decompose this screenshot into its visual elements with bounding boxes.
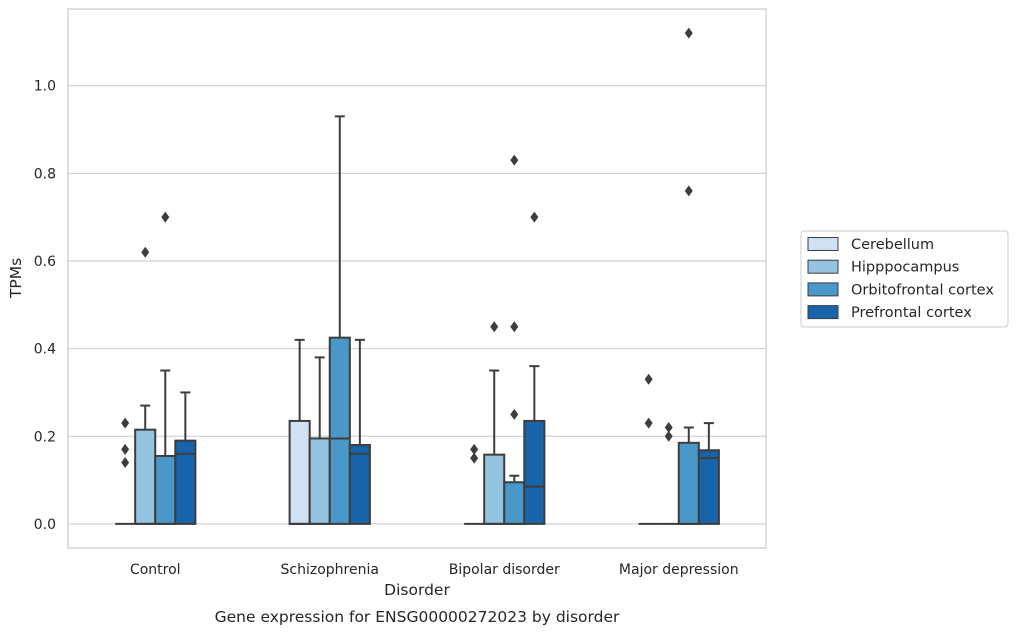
legend-frame [800,230,1009,328]
x-tick-labels: Control Schizophrenia Bipolar disorder Majo… [130,562,739,578]
box-orbitofrontal-cortex [154,211,177,525]
box-prefrontal-cortex [348,338,371,525]
outlier-point [490,321,499,333]
y-tick-labels: 0.0 0.2 0.4 0.6 0.8 1.0 [34,79,56,533]
outlier-point [510,408,519,420]
y-tick-label: 0.2 [34,429,56,445]
outlier-point [664,421,673,433]
box-cerebellum [115,417,136,525]
y-tick-label: 0.6 [34,254,56,270]
x-tick-label: Bipolar disorder [449,562,560,578]
box-body [308,437,331,525]
legend-label: Orbitofrontal cortex [851,282,994,298]
y-axis-label: TPMs [7,258,25,299]
outlier-point [510,154,519,166]
outlier-point [121,417,130,429]
chart-caption: Gene expression for ENSG00000272023 by d… [215,608,620,626]
outlier-point [141,246,150,258]
outlier-point [121,457,130,469]
box-body [174,439,197,525]
legend-swatch [807,305,839,320]
box-body [523,419,546,525]
outlier-point [121,443,130,455]
box-cerebellum [638,373,659,525]
outlier-point [664,430,673,442]
box-body [348,444,371,525]
box-body [154,454,177,525]
box-cerebellum [288,338,311,525]
outlier-point [684,185,693,197]
legend-swatch [807,282,839,297]
box-hipppocampus [134,246,157,525]
box-body [677,441,700,525]
legend-label: Cerebellum [851,237,934,253]
outlier-point [644,417,653,429]
box-body [483,453,506,525]
box-hipppocampus [658,421,679,525]
box-body [134,428,157,525]
box-prefrontal-cortex [523,211,546,525]
outlier-point [684,27,693,39]
plot-frame [67,8,767,549]
legend-swatch [807,259,839,274]
box-body [288,419,311,525]
legend-swatch [807,237,839,251]
legend-label: Hipppocampus [851,260,959,276]
x-tick-label: Major depression [619,562,739,578]
box-prefrontal-cortex [697,422,720,525]
y-tick-label: 0.4 [34,342,56,358]
legend: Cerebellum Hipppocampus Orbitofrontal cort… [800,230,1009,328]
outlier-point [644,373,653,385]
box-body [328,336,351,525]
box-body [503,481,526,525]
x-tick-label: Schizophrenia [281,562,379,578]
y-tick-label: 0.8 [34,166,56,182]
y-tick-label: 1.0 [34,79,56,95]
box-orbitofrontal-cortex [503,154,526,525]
box-orbitofrontal-cortex [677,27,700,525]
outlier-point [470,443,479,455]
box-orbitofrontal-cortex [328,115,351,525]
outlier-point [161,211,170,223]
outlier-point [510,321,519,333]
box-marks [115,27,720,525]
outlier-point [470,452,479,464]
x-axis-label: Disorder [384,581,450,599]
box-prefrontal-cortex [174,391,197,525]
x-tick-label: Control [130,562,181,578]
legend-label: Prefrontal cortex [851,305,972,321]
y-tick-label: 0.0 [34,517,56,533]
box-body [697,449,720,525]
outlier-point [530,211,539,223]
box-cerebellum [464,443,485,525]
